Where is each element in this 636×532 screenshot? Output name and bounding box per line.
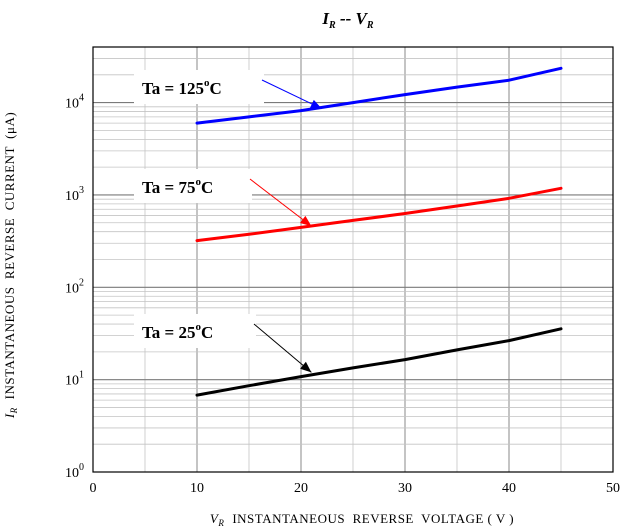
chart-title: IR -- VR bbox=[321, 9, 373, 31]
series-label-background bbox=[134, 169, 252, 203]
y-tick-label: 103 bbox=[65, 185, 84, 204]
y-tick-label: 100 bbox=[65, 462, 84, 481]
x-tick-label: 0 bbox=[90, 481, 97, 496]
x-tick-label: 10 bbox=[190, 481, 204, 496]
series-arrow bbox=[249, 178, 312, 227]
x-tick-label: 30 bbox=[398, 481, 412, 496]
series-label: Ta = 125oC bbox=[142, 77, 222, 98]
x-tick-label: 40 bbox=[502, 481, 516, 496]
series-label: Ta = 75oC bbox=[142, 176, 213, 197]
series-arrow-head bbox=[309, 99, 322, 109]
title-main-sub: R bbox=[328, 20, 336, 31]
series-arrow bbox=[253, 323, 312, 373]
grid bbox=[93, 47, 613, 472]
y-axis-label: IR INSTANTANEOUS REVERSE CURRENT (μA) bbox=[2, 112, 19, 419]
plot-frame bbox=[92, 46, 614, 473]
title-sep: -- bbox=[336, 9, 356, 28]
y-tick-label: 102 bbox=[65, 277, 84, 296]
x-axis-symbol-sub: R bbox=[217, 518, 224, 528]
series-label-background bbox=[134, 70, 264, 104]
x-tick-label: 50 bbox=[606, 481, 620, 496]
y-axis-symbol-sub: R bbox=[9, 407, 19, 414]
x-axis-symbol: V bbox=[210, 511, 220, 526]
y-tick-label: 101 bbox=[65, 370, 84, 389]
series-line bbox=[195, 186, 563, 243]
x-tick-label: 20 bbox=[294, 481, 308, 496]
series-arrow-head bbox=[299, 215, 312, 227]
y-axis-text: INSTANTANEOUS REVERSE CURRENT (μA) bbox=[2, 112, 17, 399]
title-second: V bbox=[356, 9, 369, 28]
series-arrow bbox=[261, 79, 323, 110]
y-axis-symbol: I bbox=[2, 413, 17, 419]
y-tick-label: 104 bbox=[65, 93, 84, 112]
title-second-sub: R bbox=[366, 20, 374, 31]
series-label-background bbox=[134, 314, 256, 348]
series-label: Ta = 25oC bbox=[142, 321, 213, 342]
series-layer: Ta = 125oC Ta = 75oC Ta = 25oC bbox=[134, 66, 563, 397]
series-line bbox=[195, 66, 563, 125]
title-main: I bbox=[321, 9, 330, 28]
series-line bbox=[195, 327, 563, 397]
x-axis-label: VR INSTANTANEOUS REVERSE VOLTAGE ( V ) bbox=[210, 511, 514, 528]
x-axis-text: INSTANTANEOUS REVERSE VOLTAGE ( V ) bbox=[232, 511, 514, 526]
tick-labels: 0 10 20 30 40 50 100 101 102 103 104 bbox=[65, 93, 620, 496]
series-arrow-head bbox=[300, 361, 312, 373]
